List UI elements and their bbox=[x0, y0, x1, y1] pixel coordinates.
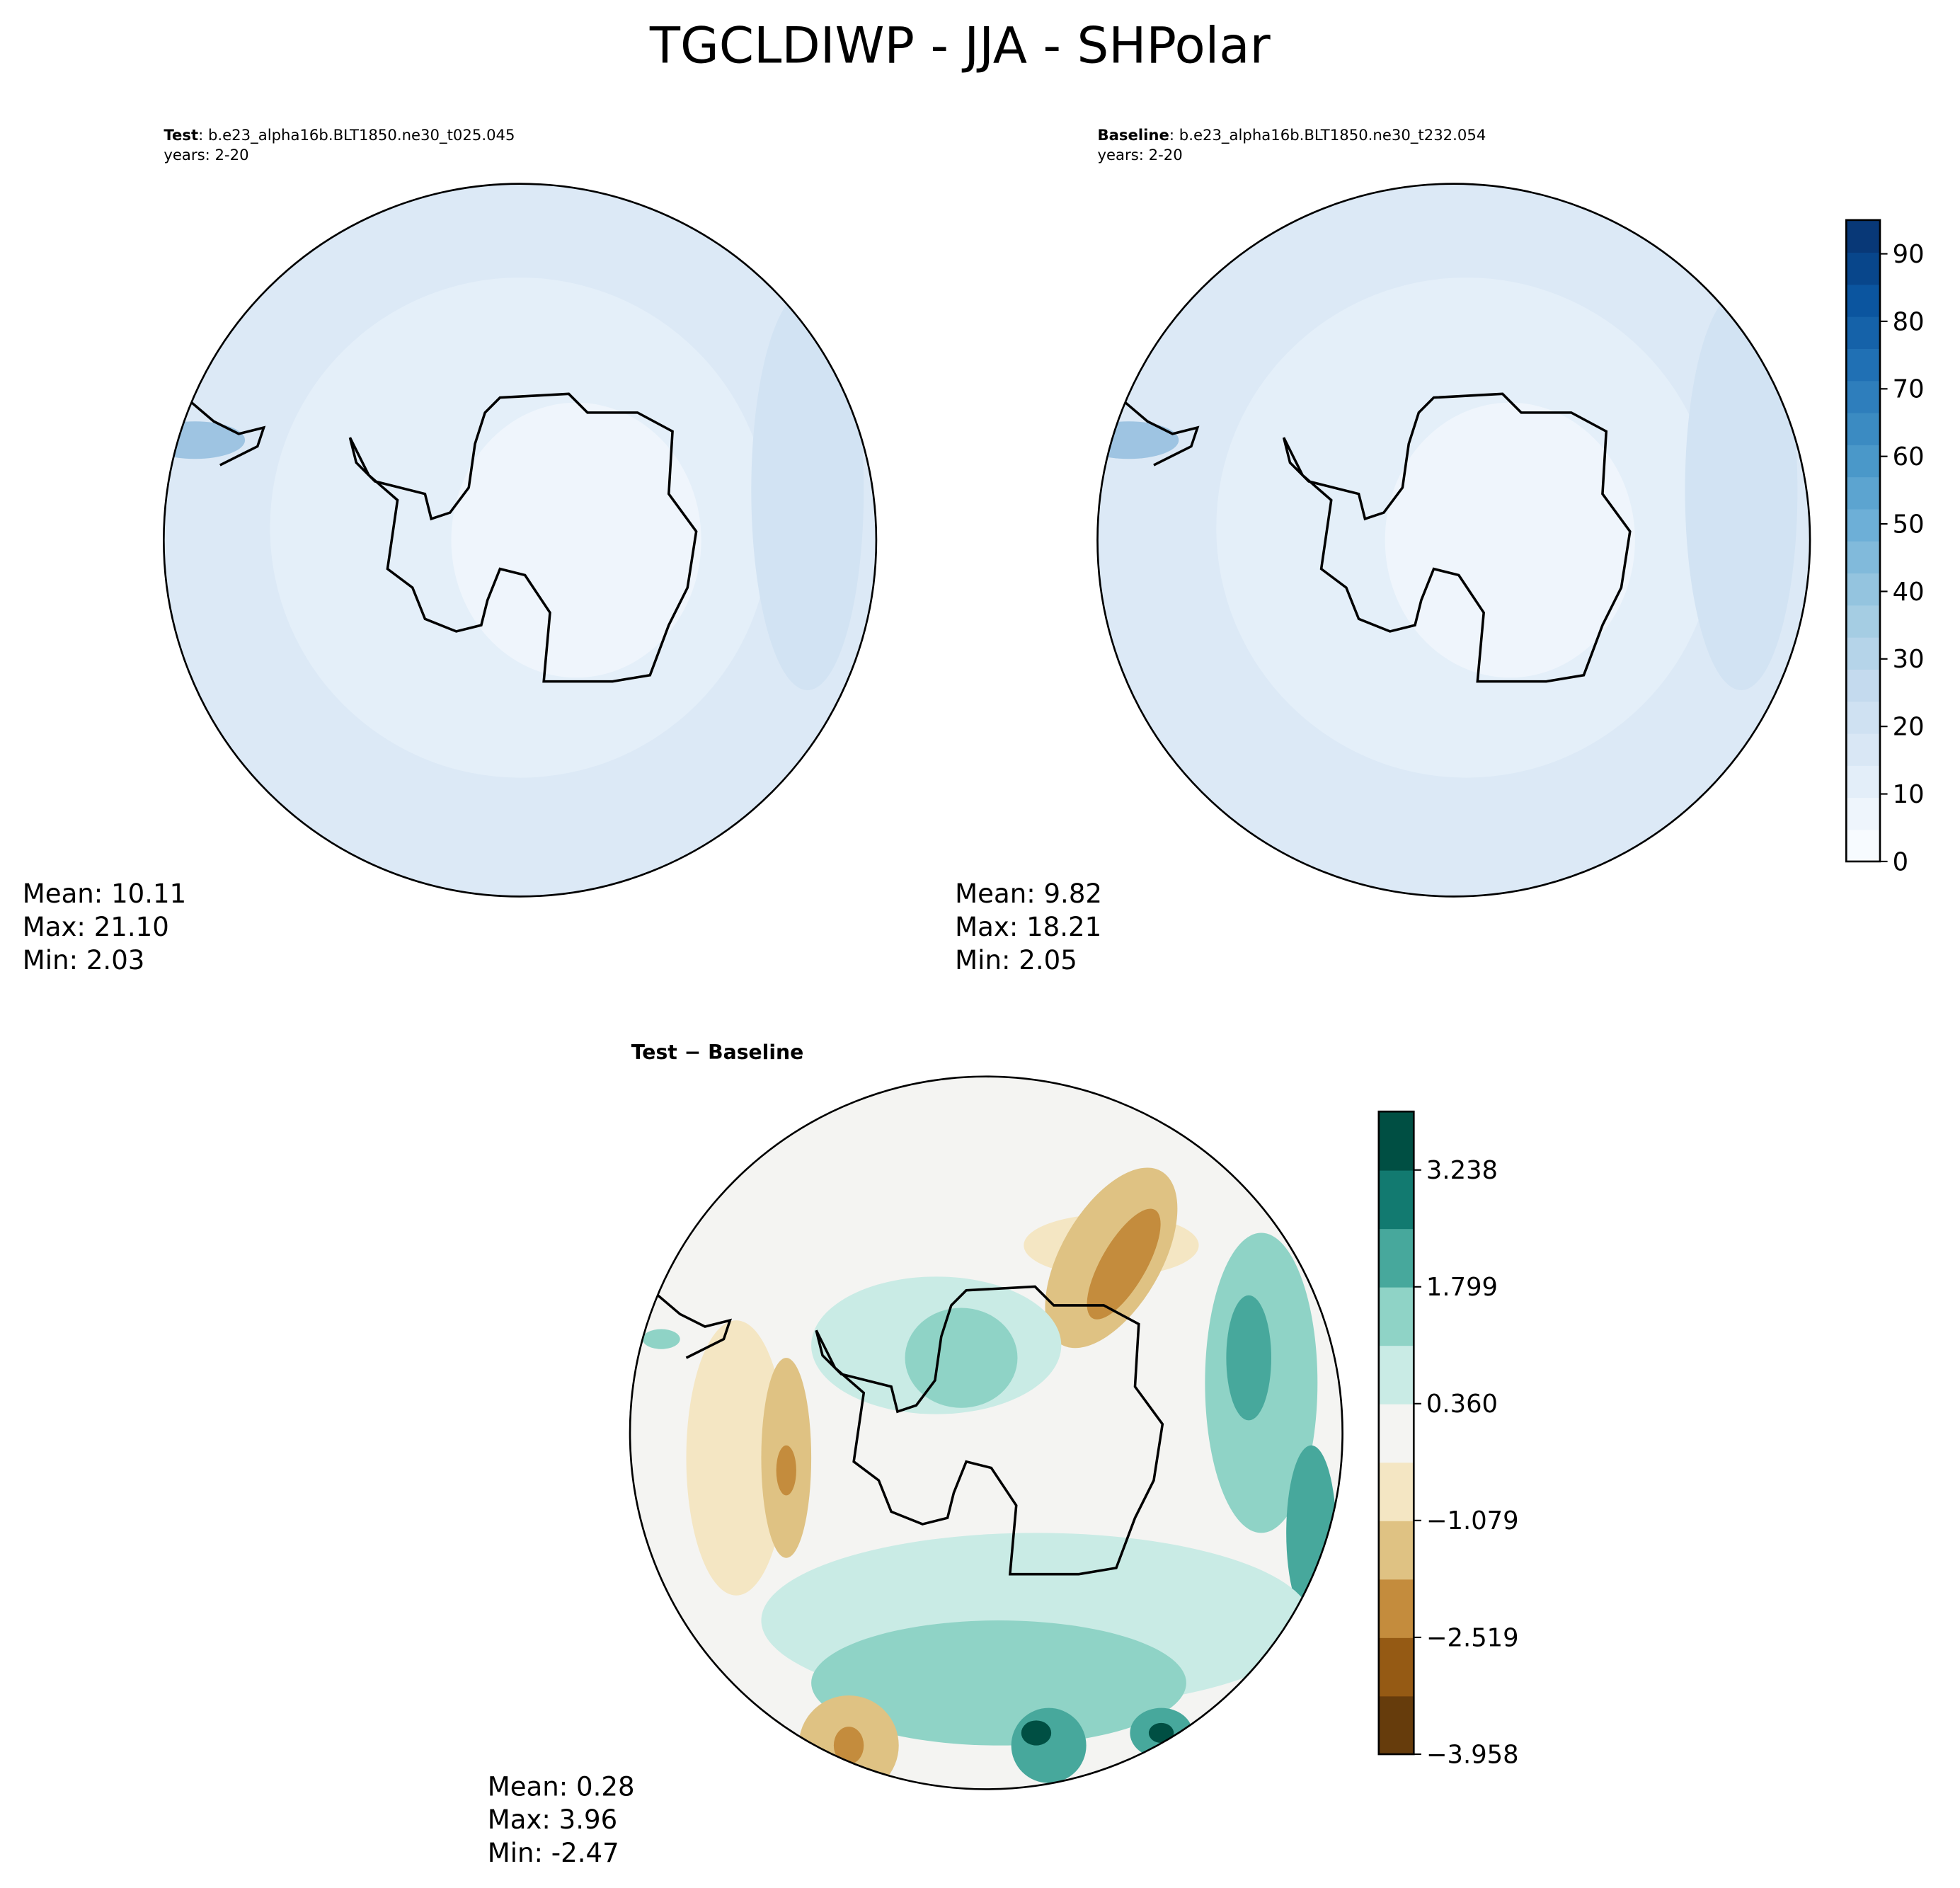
field-blob bbox=[1021, 1720, 1052, 1746]
colorbar-segment bbox=[1846, 444, 1880, 478]
colorbar-segment bbox=[1846, 797, 1880, 830]
map-field bbox=[1097, 183, 1811, 897]
colorbar-tick-label: 1.799 bbox=[1426, 1273, 1498, 1302]
colorbar-segment bbox=[1378, 1228, 1414, 1288]
colorbar-segment bbox=[1846, 348, 1880, 382]
colorbar-segment bbox=[1378, 1462, 1414, 1521]
colorbar-tick-label: 90 bbox=[1893, 240, 1925, 269]
field-east bbox=[751, 290, 864, 690]
field-blob bbox=[642, 1329, 680, 1349]
colorbar-segment bbox=[1378, 1286, 1414, 1346]
panel-case: : b.e23_alpha16b.BLT1850.ne30_t232.054 bbox=[1169, 126, 1486, 144]
field-blob bbox=[1148, 1722, 1174, 1744]
colorbar-segment bbox=[1846, 380, 1880, 413]
coastline bbox=[348, 392, 698, 683]
colorbar-segment bbox=[1378, 1111, 1414, 1171]
panel-stat: Mean: 9.82 bbox=[955, 879, 1102, 909]
colorbar-segment bbox=[1378, 1579, 1414, 1638]
colorbar-tick-label: −1.079 bbox=[1426, 1506, 1519, 1535]
colorbar-segment bbox=[1846, 636, 1880, 670]
panel-stat: Mean: 10.11 bbox=[23, 879, 186, 909]
colorbar-segment bbox=[1378, 1637, 1414, 1697]
colorbar-segment bbox=[1846, 316, 1880, 349]
map-panel bbox=[1096, 183, 1811, 898]
field-west bbox=[1097, 421, 1179, 459]
colorbar-tick-label: 3.238 bbox=[1426, 1156, 1498, 1185]
map-boundary bbox=[629, 1075, 1343, 1790]
field-blob bbox=[1087, 1208, 1161, 1320]
field-east bbox=[1685, 290, 1798, 690]
panel-name: Baseline bbox=[1097, 126, 1169, 144]
panel-stat: Min: -2.47 bbox=[488, 1838, 619, 1868]
figure-title: TGCLDIWP - JJA - SHPolar bbox=[649, 16, 1271, 74]
colorbar-segment bbox=[1846, 219, 1880, 253]
panel-stat: Mean: 0.28 bbox=[488, 1771, 635, 1802]
map-field bbox=[164, 183, 876, 897]
panel-header: Baseline: b.e23_alpha16b.BLT1850.ne30_t2… bbox=[1097, 126, 1486, 144]
field-blob bbox=[686, 1320, 786, 1596]
colorbar-tick-label: 30 bbox=[1893, 645, 1925, 674]
field-ice bbox=[451, 402, 701, 678]
colorbar-segment bbox=[1846, 284, 1880, 317]
colorbar-segment bbox=[1378, 1169, 1414, 1230]
colorbar-tick-label: 60 bbox=[1893, 442, 1925, 471]
colorbar-segment bbox=[1846, 573, 1880, 606]
colorbar-segment bbox=[1846, 508, 1880, 542]
colorbar-segment bbox=[1378, 1695, 1414, 1755]
field-blob bbox=[1226, 1295, 1271, 1421]
colorbar-segment bbox=[1378, 1345, 1414, 1404]
panel-name: Test bbox=[164, 126, 198, 144]
colorbar-segment bbox=[1846, 733, 1880, 766]
colorbar-segment bbox=[1846, 669, 1880, 702]
field-ice bbox=[1385, 402, 1635, 678]
colorbar-tick-label: −2.519 bbox=[1426, 1623, 1519, 1652]
colorbar-segment bbox=[1846, 476, 1880, 510]
map-panel bbox=[629, 1075, 1343, 1790]
panel-stat: Min: 2.05 bbox=[955, 945, 1077, 976]
panel-stat: Max: 3.96 bbox=[488, 1804, 617, 1835]
colorbar-segment bbox=[1378, 1403, 1414, 1463]
coastline bbox=[815, 1285, 1164, 1576]
colorbar-segment bbox=[1846, 252, 1880, 285]
field-blob bbox=[1011, 1707, 1087, 1783]
colorbar-tick-label: 50 bbox=[1893, 510, 1925, 539]
panel-stat: Max: 18.21 bbox=[955, 912, 1101, 942]
colorbar-frame bbox=[1377, 1110, 1415, 1756]
map-boundary bbox=[1096, 183, 1811, 898]
panel-stat: Min: 2.03 bbox=[23, 945, 145, 976]
colorbar-frame bbox=[1845, 219, 1881, 863]
colorbar-segment bbox=[1846, 701, 1880, 734]
panel-years: years: 2-20 bbox=[1097, 146, 1182, 164]
colorbar-segment bbox=[1378, 1520, 1414, 1580]
field-blob bbox=[833, 1727, 864, 1765]
colorbar-tick-label: 10 bbox=[1893, 780, 1925, 809]
field-west bbox=[164, 421, 246, 459]
map-field bbox=[630, 1076, 1343, 1790]
map-panel bbox=[163, 183, 878, 898]
field-blob bbox=[905, 1308, 1018, 1408]
panel-header: Test − Baseline bbox=[631, 1041, 804, 1064]
colorbar-segment bbox=[1846, 412, 1880, 445]
colorbar-segment bbox=[1846, 829, 1880, 862]
colorbar-segment bbox=[1846, 540, 1880, 574]
panel-years: years: 2-20 bbox=[164, 146, 248, 164]
colorbar-tick-label: 0.360 bbox=[1426, 1390, 1498, 1419]
colorbar-tick-label: 20 bbox=[1893, 713, 1925, 742]
colorbar-segment bbox=[1846, 605, 1880, 638]
panel-header: Test: b.e23_alpha16b.BLT1850.ne30_t025.0… bbox=[164, 126, 515, 144]
field-blob bbox=[811, 1620, 1186, 1746]
colorbar-tick-label: −3.958 bbox=[1426, 1740, 1519, 1769]
panel-case: : b.e23_alpha16b.BLT1850.ne30_t025.045 bbox=[198, 126, 515, 144]
field-blob bbox=[776, 1445, 796, 1496]
colorbar-tick-label: 0 bbox=[1893, 847, 1908, 876]
colorbar-tick-label: 40 bbox=[1893, 578, 1925, 607]
map-boundary bbox=[163, 183, 878, 898]
colorbar-segment bbox=[1846, 765, 1880, 799]
colorbar-tick-label: 80 bbox=[1893, 307, 1925, 336]
panel-stat: Max: 21.10 bbox=[23, 912, 169, 942]
coastline bbox=[1282, 392, 1632, 683]
colorbar-tick-label: 70 bbox=[1893, 375, 1925, 404]
